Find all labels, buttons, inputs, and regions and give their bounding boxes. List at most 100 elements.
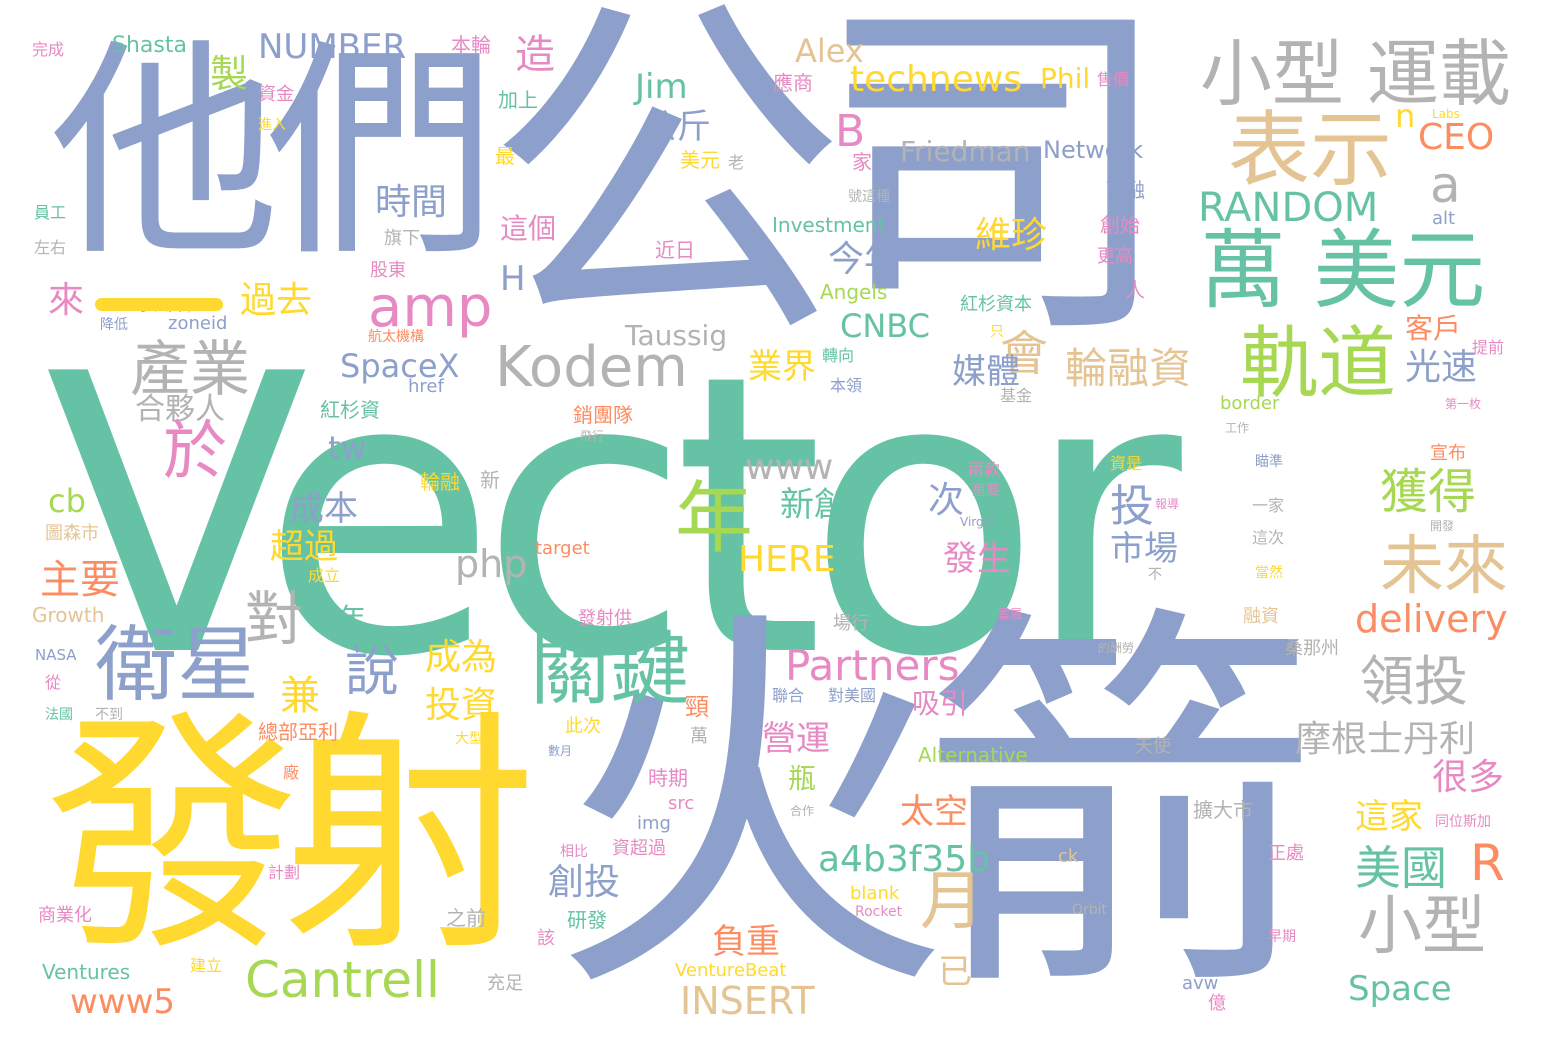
word: 研發 [567, 908, 607, 932]
word: 的酬勞 [1098, 641, 1135, 655]
word: 大型 [455, 731, 483, 747]
word: 表示 [1228, 103, 1393, 198]
word: 輪融資 [1065, 344, 1192, 393]
word: 提前 [1472, 338, 1505, 357]
word: Kodem [495, 335, 688, 400]
word: 不 [1148, 567, 1162, 583]
word: 進入 [258, 117, 286, 133]
word: 媒體 [952, 352, 1020, 392]
word: Friedman [900, 135, 1031, 168]
word: 產業 [130, 335, 250, 405]
word: 摩根士丹利 [1295, 719, 1476, 760]
word: 已 [938, 952, 972, 992]
word: 投資 [425, 685, 498, 726]
word: 轉向 [822, 346, 855, 365]
word: Jim [635, 67, 688, 107]
word: img [637, 813, 671, 834]
word: 同位斯加 [1435, 814, 1491, 830]
word: 老 [728, 153, 745, 172]
word: 火箭 [550, 577, 1320, 1042]
word: 萬 [690, 726, 708, 747]
word: 關鍵 [530, 623, 690, 716]
word: a [1430, 156, 1461, 214]
word: Labs [1432, 107, 1460, 121]
word: Orbit [1072, 902, 1108, 918]
word: 場行 [833, 613, 869, 634]
word: 負重 [712, 922, 780, 962]
word: 早期 [1268, 929, 1296, 945]
word: HERE [738, 539, 836, 580]
word: 瞄準 [1255, 454, 1283, 470]
word: 製 [210, 52, 249, 96]
word: cb [48, 482, 86, 520]
word: 商業化 [38, 905, 92, 926]
word: 數月 [548, 744, 573, 758]
word: 輪融 [420, 470, 460, 494]
word: 公司 [485, 0, 1175, 384]
word: ck [1058, 846, 1079, 867]
word: 投 [1110, 481, 1154, 532]
word: border [1220, 393, 1280, 414]
word: 衛星 [95, 618, 260, 713]
word: href [408, 376, 444, 397]
word: Network [1043, 136, 1144, 164]
word: 光速 [1405, 347, 1478, 388]
word: 很多 [1432, 757, 1505, 798]
word: 吸引 [912, 687, 969, 720]
word: 業界 [748, 347, 816, 387]
word: amp [368, 275, 493, 340]
word: 客戶 [1405, 312, 1462, 345]
word: 對美國 [828, 686, 877, 705]
word: Ventures [42, 960, 131, 984]
word: 廠 [283, 763, 300, 782]
word: 相比 [560, 844, 588, 860]
word: 年 [675, 474, 754, 564]
word: 過去 [240, 280, 313, 321]
word: avw [1182, 973, 1219, 994]
word: 紅杉資 [320, 398, 380, 422]
word: 兩款 [968, 460, 1001, 479]
word: Phil [1040, 62, 1091, 95]
word: 充足 [487, 973, 523, 994]
word: 領投 [1360, 650, 1468, 713]
word: CEO [1418, 117, 1495, 158]
word: alt [1432, 208, 1456, 229]
word: 重要 [972, 483, 1000, 499]
word: 完成 [32, 40, 65, 59]
word: 工作 [1225, 421, 1250, 435]
word: 不到 [95, 707, 123, 723]
word: 家 [852, 150, 872, 174]
word: 資是 [1110, 454, 1143, 473]
word: 聯合 [772, 686, 805, 705]
word: 報導 [1155, 497, 1180, 511]
word: 總部亞利 [258, 720, 338, 744]
word: 萬 美元 [1200, 221, 1486, 321]
word: 公斤 [643, 107, 711, 147]
word: 營運 [762, 719, 830, 759]
word: 一家 [1252, 496, 1285, 515]
word: 這家 [1355, 797, 1423, 837]
word: Angels [820, 280, 888, 304]
word: 員工 [34, 203, 67, 222]
word: 從 [45, 673, 62, 692]
word: 左右 [34, 238, 67, 257]
word: 近日 [655, 238, 695, 262]
word: 超過 [270, 527, 338, 567]
word: 頸 [685, 693, 709, 721]
word: 天使 [1135, 736, 1171, 757]
word: blank [850, 883, 900, 904]
word: Alex [795, 32, 864, 70]
word: www5 [70, 982, 176, 1022]
word: a4b3f35b [818, 839, 991, 880]
word: 發生 [943, 539, 1011, 579]
word: 合夥人 [135, 392, 225, 427]
word: 本輪 [451, 33, 491, 57]
word: 最 [495, 144, 515, 168]
word: 第一枚 [1445, 397, 1482, 411]
word: 建立 [190, 956, 223, 975]
word: 說 [345, 640, 399, 703]
word: 這次 [1252, 528, 1285, 547]
word: Vector [45, 293, 1182, 741]
word: 小型 [1358, 890, 1486, 964]
